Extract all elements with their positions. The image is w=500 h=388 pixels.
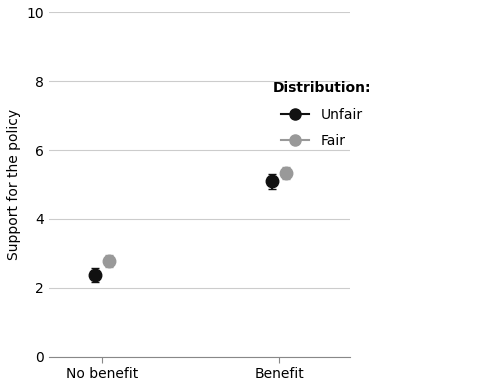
Legend: Unfair, Fair: Unfair, Fair [272,81,371,148]
Y-axis label: Support for the policy: Support for the policy [7,109,21,260]
